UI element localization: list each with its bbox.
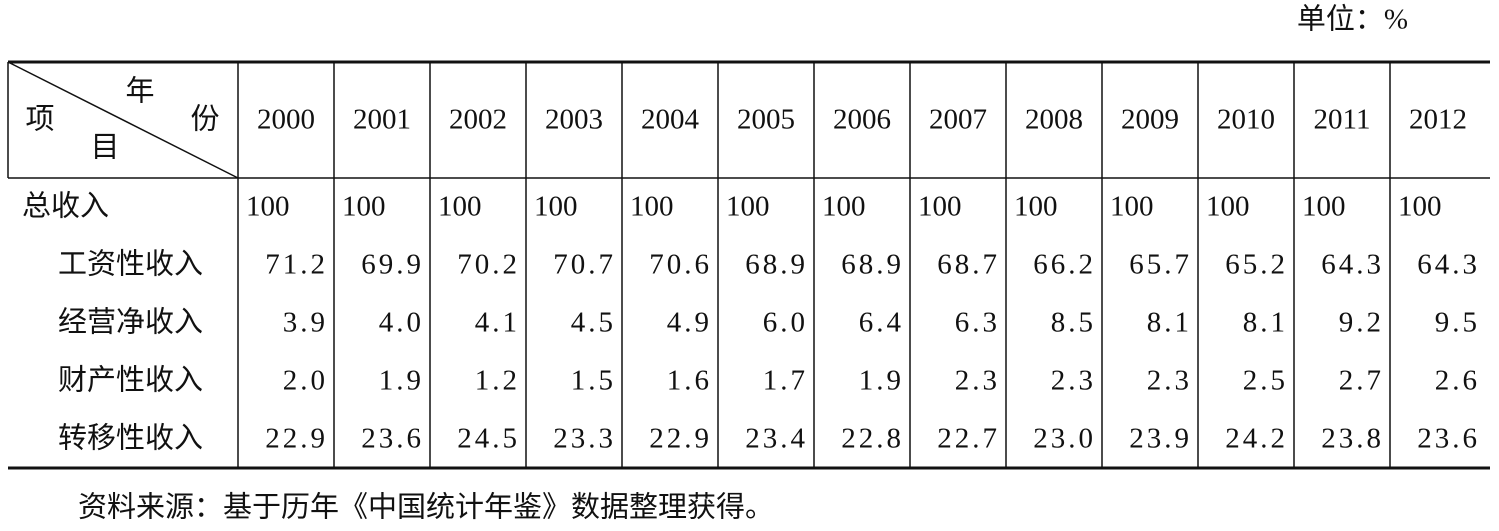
corner-label: 项 bbox=[25, 104, 54, 136]
cell: 100 bbox=[534, 191, 578, 223]
cell: 65.2 bbox=[1225, 249, 1288, 281]
cell: 1.2 bbox=[475, 365, 520, 397]
cell: 9.2 bbox=[1339, 307, 1384, 339]
cell: 2.0 bbox=[283, 365, 328, 397]
cell: 8.1 bbox=[1147, 307, 1192, 339]
cell: 22.9 bbox=[265, 423, 328, 455]
row-label: 经营净收入 bbox=[58, 306, 203, 339]
cell: 65.7 bbox=[1129, 249, 1192, 281]
cell: 23.0 bbox=[1033, 423, 1096, 455]
year-header: 2010 bbox=[1217, 104, 1275, 136]
cell: 2.3 bbox=[1147, 365, 1192, 397]
cell: 100 bbox=[1302, 191, 1346, 223]
diagonal bbox=[7, 61, 239, 179]
year-header: 2006 bbox=[833, 104, 891, 136]
cell: 1.5 bbox=[571, 365, 616, 397]
cell: 22.8 bbox=[841, 423, 904, 455]
cell: 100 bbox=[438, 191, 482, 223]
cell: 8.5 bbox=[1051, 307, 1096, 339]
corner-label: 年 bbox=[125, 75, 154, 108]
cell: 8.1 bbox=[1243, 307, 1288, 339]
cell: 4.0 bbox=[379, 307, 424, 339]
cell: 100 bbox=[1206, 191, 1250, 223]
cell: 2.7 bbox=[1339, 365, 1384, 397]
cell: 6.0 bbox=[763, 307, 808, 339]
cell: 22.9 bbox=[649, 423, 712, 455]
cell: 23.6 bbox=[1417, 423, 1480, 455]
year-header: 2011 bbox=[1314, 104, 1371, 136]
cell: 4.1 bbox=[475, 307, 520, 339]
cell: 23.8 bbox=[1321, 423, 1384, 455]
cell: 100 bbox=[342, 191, 386, 223]
cell: 100 bbox=[726, 191, 770, 223]
cell: 71.2 bbox=[265, 249, 328, 281]
cell: 68.9 bbox=[841, 249, 904, 281]
corner-label: 份 bbox=[190, 103, 219, 136]
cell: 1.7 bbox=[763, 365, 808, 397]
cell: 22.7 bbox=[937, 423, 1000, 455]
cell: 2.3 bbox=[1051, 365, 1096, 397]
cell: 68.9 bbox=[745, 249, 808, 281]
cell: 9.5 bbox=[1435, 307, 1480, 339]
cell: 4.5 bbox=[571, 307, 616, 339]
cell: 68.7 bbox=[937, 249, 1000, 281]
cell: 2.3 bbox=[955, 365, 1000, 397]
cell: 1.9 bbox=[859, 365, 904, 397]
cell: 23.6 bbox=[361, 423, 424, 455]
row-label: 总收入 bbox=[22, 190, 109, 223]
cell: 100 bbox=[630, 191, 674, 223]
cell: 1.9 bbox=[379, 365, 424, 397]
cell: 66.2 bbox=[1033, 249, 1096, 281]
cell: 100 bbox=[1110, 191, 1154, 223]
year-header: 2012 bbox=[1409, 104, 1467, 136]
source-note: 资料来源：基于历年《中国统计年鉴》数据整理获得。 bbox=[78, 491, 774, 524]
cell: 23.3 bbox=[553, 423, 616, 455]
cell: 64.3 bbox=[1417, 249, 1480, 281]
unit-label: 单位：% bbox=[1297, 3, 1408, 36]
year-header: 2000 bbox=[257, 104, 315, 136]
cell: 64.3 bbox=[1321, 249, 1384, 281]
row-label: 转移性收入 bbox=[58, 422, 203, 455]
year-header: 2004 bbox=[641, 104, 700, 136]
cell: 100 bbox=[822, 191, 866, 223]
cell: 24.5 bbox=[457, 423, 520, 455]
year-header: 2005 bbox=[737, 104, 795, 136]
row-label: 财产性收入 bbox=[58, 364, 203, 397]
cell: 70.7 bbox=[553, 249, 616, 281]
cell: 70.2 bbox=[457, 249, 520, 281]
cell: 70.6 bbox=[649, 249, 712, 281]
cell: 100 bbox=[918, 191, 962, 223]
cell: 23.9 bbox=[1129, 423, 1192, 455]
cell: 2.5 bbox=[1243, 365, 1288, 397]
year-header: 2009 bbox=[1121, 104, 1179, 136]
corner-label: 目 bbox=[90, 132, 119, 164]
row-label: 工资性收入 bbox=[58, 248, 203, 281]
cell: 6.3 bbox=[955, 307, 1000, 339]
cell: 3.9 bbox=[283, 307, 328, 339]
cell: 69.9 bbox=[361, 249, 424, 281]
cell: 2.6 bbox=[1435, 365, 1480, 397]
year-header: 2001 bbox=[353, 104, 411, 136]
cell: 23.4 bbox=[745, 423, 808, 455]
cell: 4.9 bbox=[667, 307, 712, 339]
cell: 24.2 bbox=[1225, 423, 1288, 455]
year-header: 2002 bbox=[449, 104, 507, 136]
cell: 100 bbox=[1014, 191, 1058, 223]
cell: 1.6 bbox=[667, 365, 712, 397]
year-header: 2003 bbox=[545, 104, 603, 136]
cell: 6.4 bbox=[859, 307, 904, 339]
cell: 100 bbox=[246, 191, 290, 223]
year-header: 2008 bbox=[1025, 104, 1083, 136]
year-header: 2007 bbox=[929, 104, 987, 136]
cell: 100 bbox=[1398, 191, 1442, 223]
